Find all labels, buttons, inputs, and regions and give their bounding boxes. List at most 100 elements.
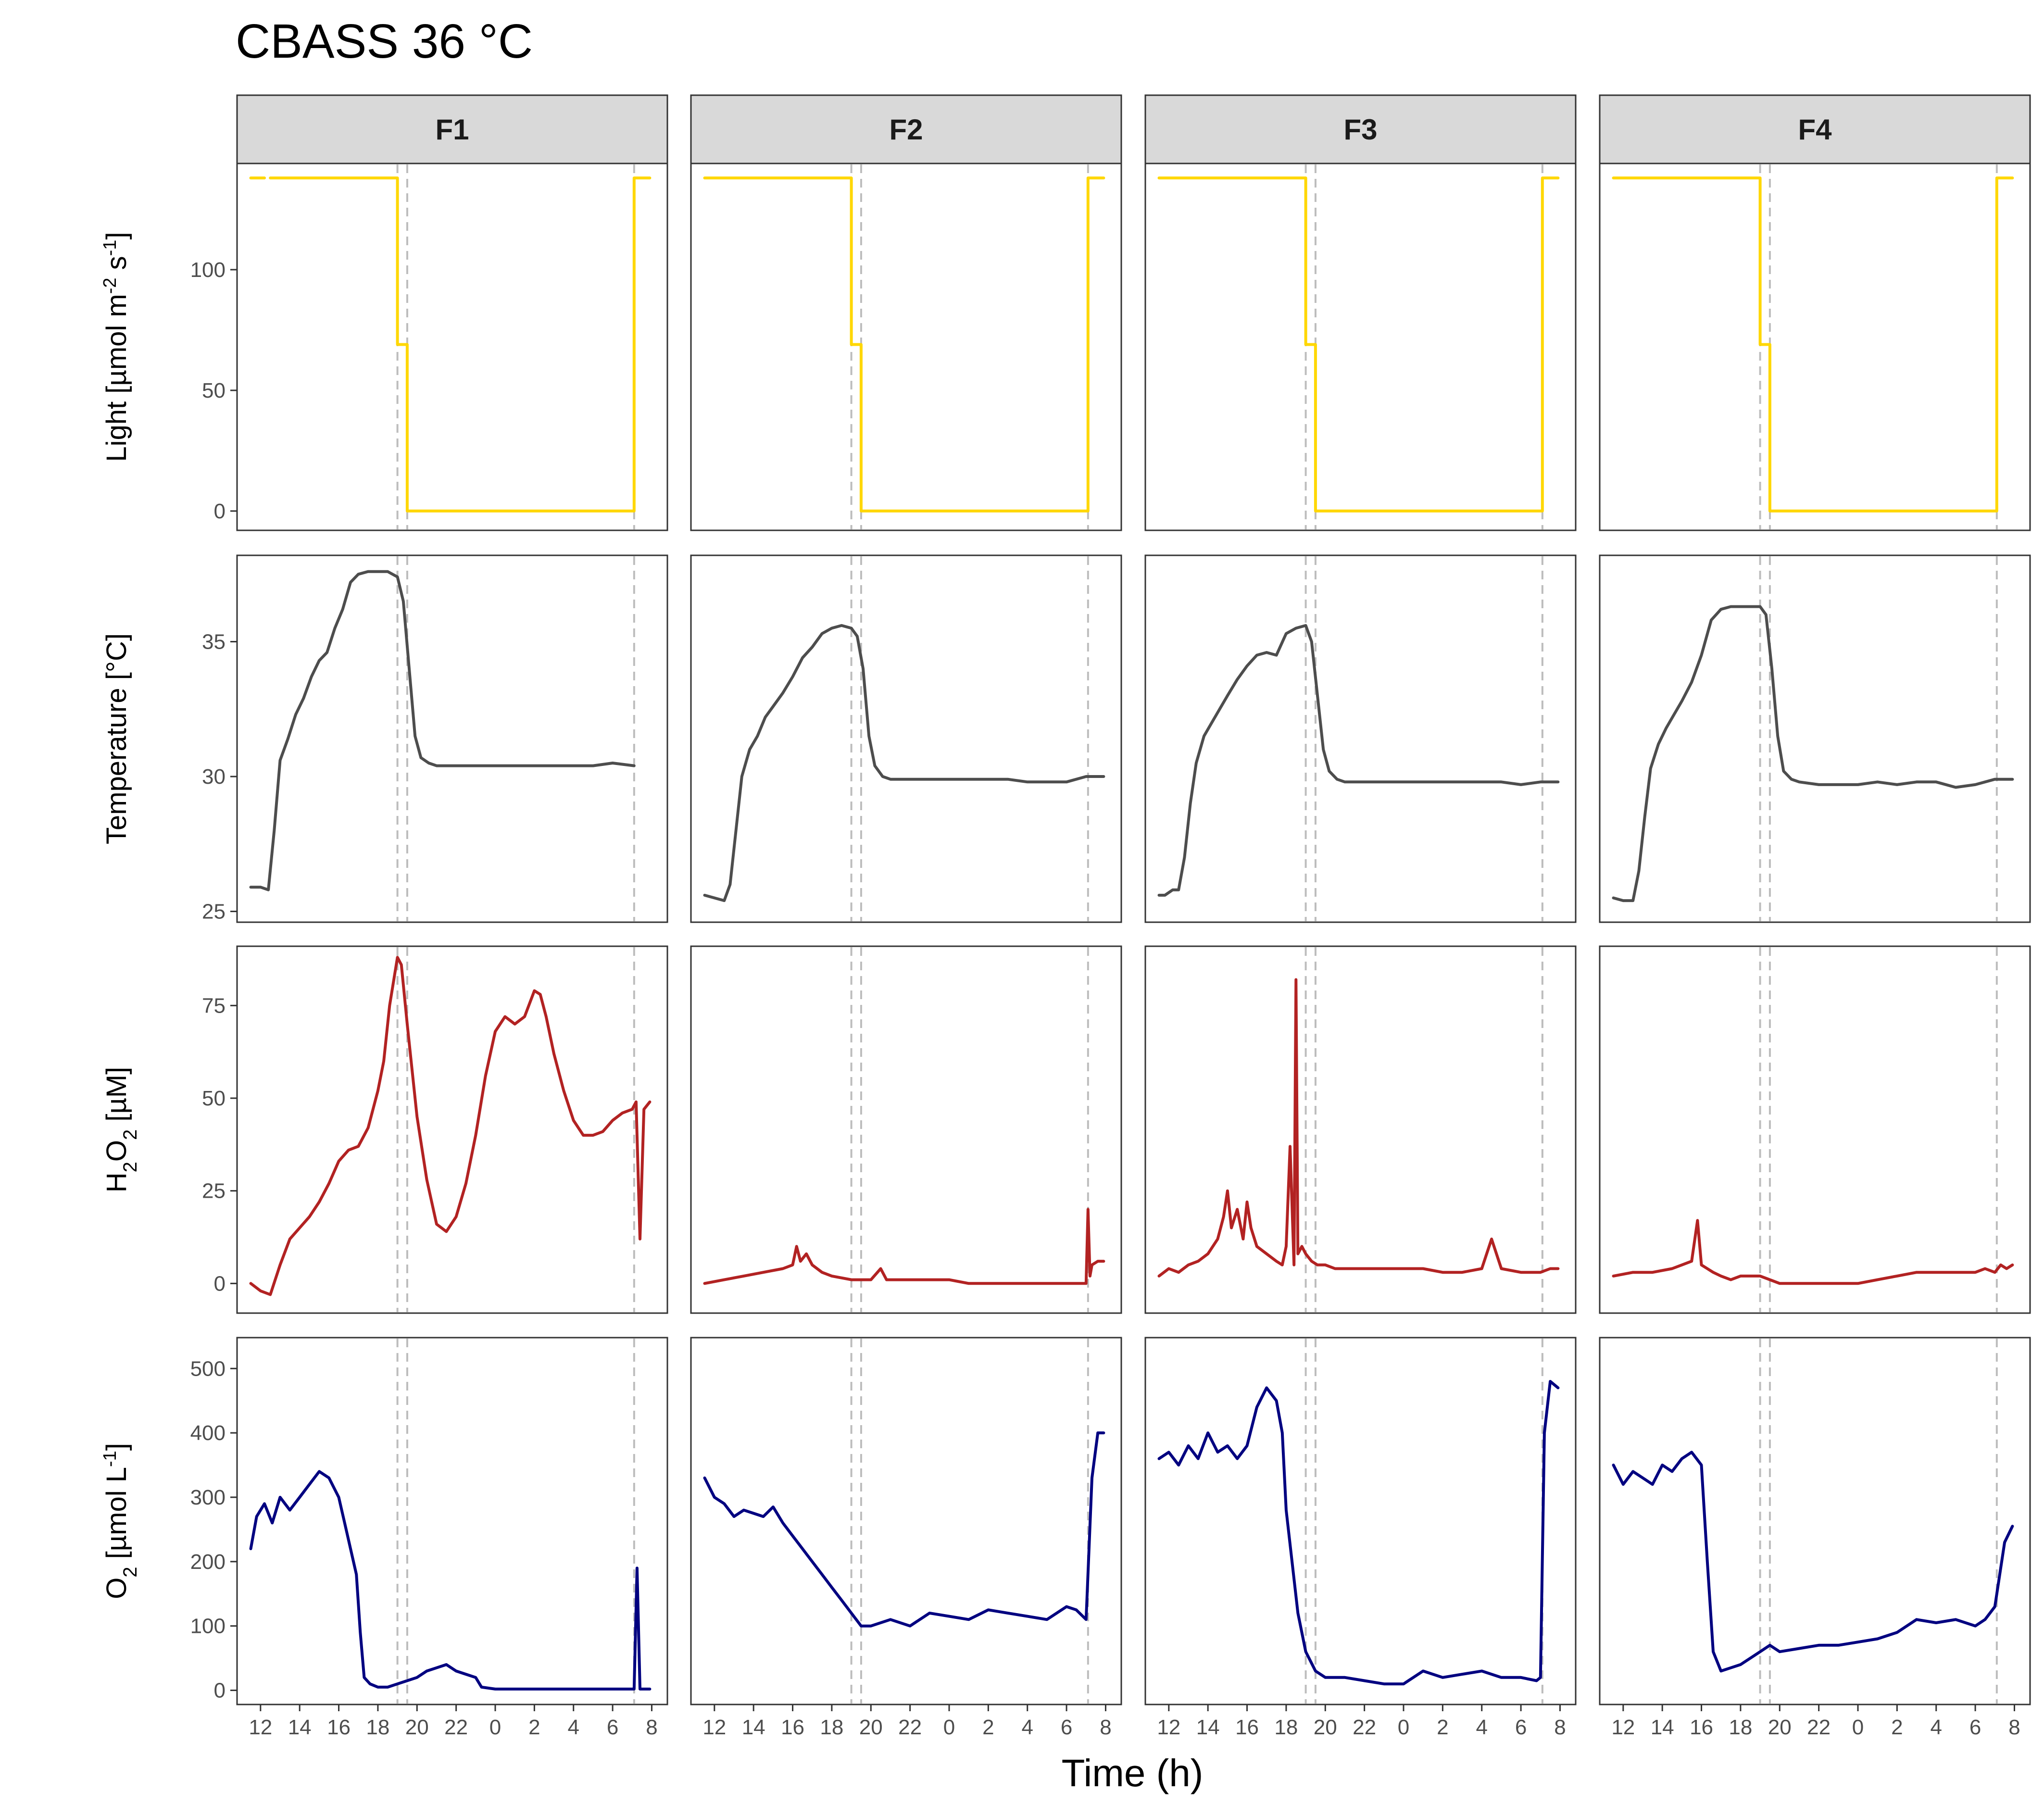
- x-tick-label: 8: [1100, 1716, 1111, 1739]
- facet-strip-f1: [236, 94, 668, 164]
- panel-o2-f3: [1144, 1337, 1577, 1705]
- x-tick-label: 0: [489, 1716, 501, 1739]
- y-tick-label: 100: [190, 1615, 226, 1638]
- series-line-light-f4: [1612, 176, 2014, 513]
- series-line-h2o2-f4: [1612, 1219, 2014, 1285]
- series-line-light-f2: [703, 176, 1105, 513]
- x-tick-label: 18: [820, 1716, 843, 1739]
- y-tick-label: 0: [214, 1272, 226, 1295]
- x-tick-label: 2: [982, 1716, 994, 1739]
- panel-h2o2-f4: [1599, 945, 2031, 1314]
- y-tick-label: 100: [190, 258, 226, 282]
- facet-strip-f3: [1144, 94, 1577, 164]
- x-tick-label: 22: [1353, 1716, 1376, 1739]
- y-tick-label: 35: [202, 630, 226, 654]
- x-tick-label: 16: [1235, 1716, 1259, 1739]
- facet-strip-f4: [1599, 94, 2031, 164]
- x-tick-label: 6: [1061, 1716, 1072, 1739]
- x-tick-label: 6: [1969, 1716, 1981, 1739]
- x-tick-label: 4: [1021, 1716, 1033, 1739]
- x-tick-label: 0: [943, 1716, 955, 1739]
- x-tick-label: 14: [1651, 1716, 1674, 1739]
- facet-label: F3: [1343, 113, 1377, 146]
- x-tick-label: 12: [249, 1716, 272, 1739]
- x-tick-label: 8: [2008, 1716, 2020, 1739]
- panel-h2o2-f3: [1144, 945, 1577, 1314]
- facet-label: F1: [435, 113, 469, 146]
- x-tick-label: 16: [327, 1716, 351, 1739]
- x-tick-label: 16: [781, 1716, 804, 1739]
- y-tick-label: 50: [202, 379, 226, 402]
- panel-light-f2: [690, 163, 1122, 531]
- y-tick-label: 30: [202, 765, 226, 789]
- x-tick-label: 4: [567, 1716, 579, 1739]
- y-tick-label: 200: [190, 1550, 226, 1574]
- x-tick-label: 2: [1891, 1716, 1903, 1739]
- series-line-light-f3: [1157, 176, 1560, 513]
- chart-title: CBASS 36 °C: [236, 14, 533, 68]
- x-tick-label: 22: [898, 1716, 922, 1739]
- y-axis-title-temperature: Temperature [°C]: [101, 633, 132, 844]
- panel-o2-f1: [236, 1337, 668, 1705]
- x-tick-label: 20: [1768, 1716, 1792, 1739]
- x-tick-label: 0: [1398, 1716, 1409, 1739]
- y-tick-label: 500: [190, 1357, 226, 1380]
- panel-light-f4: [1599, 163, 2031, 531]
- panel-temperature-f2: [690, 554, 1122, 923]
- x-tick-label: 14: [1196, 1716, 1220, 1739]
- y-tick-label: 25: [202, 900, 226, 924]
- x-tick-label: 12: [702, 1716, 726, 1739]
- panel-h2o2-f2: [690, 945, 1122, 1314]
- series-line-temperature-f1: [249, 570, 636, 891]
- x-tick-label: 8: [1554, 1716, 1566, 1739]
- x-axis-title: Time (h): [1062, 1752, 1204, 1794]
- x-tick-label: 20: [1314, 1716, 1337, 1739]
- y-axis-title-o2: O2 [µmol L-1]: [100, 1443, 141, 1599]
- x-tick-label: 0: [1852, 1716, 1864, 1739]
- series-line-o2-f2: [703, 1431, 1105, 1628]
- x-tick-label: 6: [1515, 1716, 1527, 1739]
- panel-h2o2-f1: [236, 945, 668, 1314]
- series-line-o2-f3: [1157, 1380, 1560, 1686]
- facet-label: F2: [889, 113, 923, 146]
- x-tick-label: 4: [1476, 1716, 1487, 1739]
- x-tick-label: 4: [1930, 1716, 1942, 1739]
- facet-grid: F1 F2 F3 F4 Light [µmol m-2 s-1] 0 50 100 Temper…: [100, 94, 2031, 1739]
- x-tick-label: 2: [528, 1716, 540, 1739]
- series-line-temperature-f3: [1157, 624, 1560, 897]
- x-tick-label: 12: [1611, 1716, 1635, 1739]
- x-tick-label: 18: [366, 1716, 389, 1739]
- y-tick-label: 25: [202, 1179, 226, 1203]
- x-tick-label: 22: [1807, 1716, 1831, 1739]
- series-line-h2o2-f3: [1157, 978, 1560, 1278]
- panel-temperature-f1: [236, 554, 668, 923]
- x-tick-label: 22: [444, 1716, 468, 1739]
- panel-temperature-f3: [1144, 554, 1577, 923]
- x-tick-label: 12: [1157, 1716, 1180, 1739]
- y-axis-title-light: Light [µmol m-2 s-1]: [100, 232, 132, 462]
- y-tick-label: 75: [202, 994, 226, 1017]
- y-tick-label: 400: [190, 1421, 226, 1445]
- panel-temperature-f4: [1599, 554, 2031, 923]
- series-line-h2o2-f1: [249, 956, 652, 1296]
- x-tick-label: 8: [646, 1716, 657, 1739]
- x-tick-label: 20: [405, 1716, 429, 1739]
- x-tick-label: 18: [1729, 1716, 1752, 1739]
- series-line-temperature-f4: [1612, 605, 2014, 902]
- facet-label: F4: [1798, 113, 1832, 146]
- x-tick-label: 14: [288, 1716, 312, 1739]
- facet-strip-f2: [690, 94, 1122, 164]
- x-tick-label: 18: [1274, 1716, 1298, 1739]
- panel-light-f3: [1144, 163, 1577, 531]
- panel-o2-f2: [690, 1337, 1122, 1705]
- series-line-light-f1: [249, 176, 652, 513]
- y-tick-label: 300: [190, 1486, 226, 1509]
- y-tick-label: 0: [214, 500, 226, 523]
- y-axis-title-h2o2: H2O2 [µM]: [101, 1067, 141, 1193]
- series-line-temperature-f2: [703, 624, 1105, 902]
- x-tick-label: 16: [1690, 1716, 1713, 1739]
- x-tick-label: 6: [607, 1716, 618, 1739]
- panel-o2-f4: [1599, 1337, 2031, 1705]
- x-tick-label: 20: [859, 1716, 883, 1739]
